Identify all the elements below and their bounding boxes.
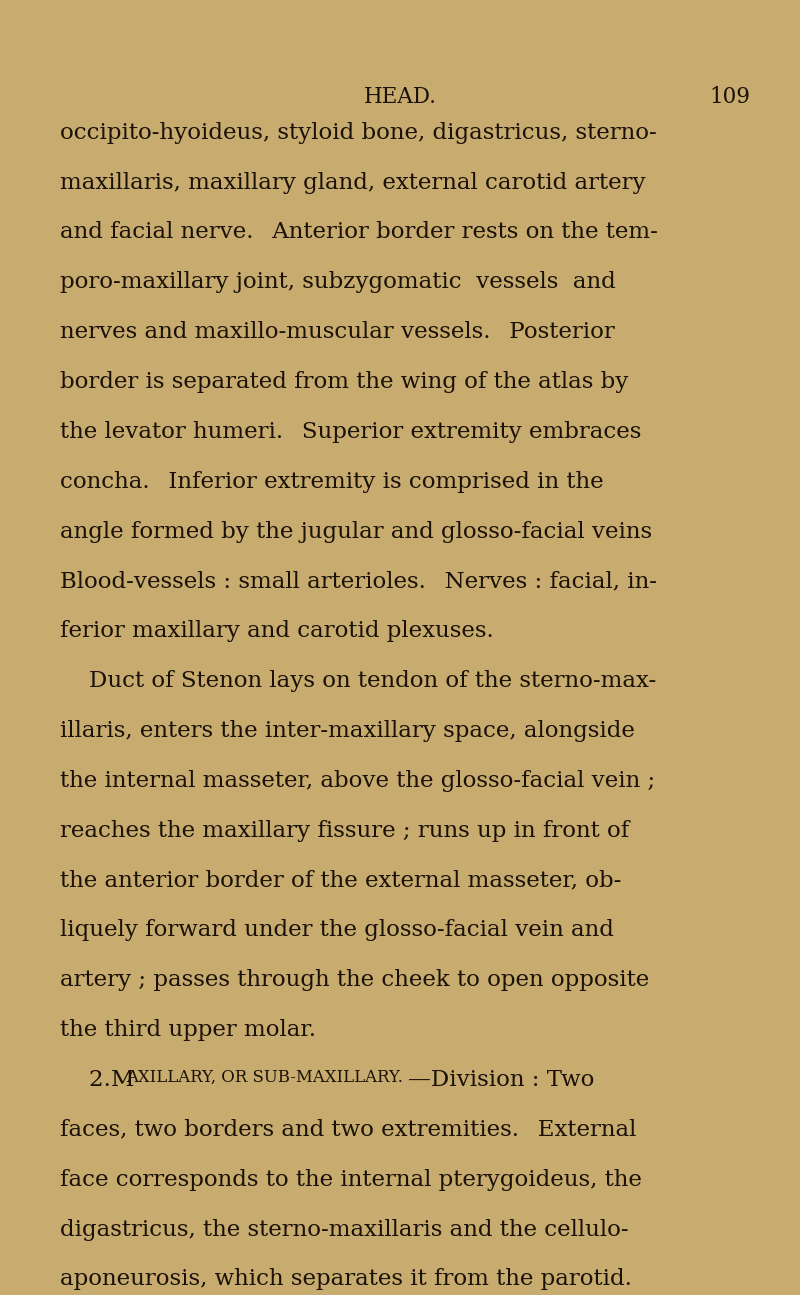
Text: the anterior border of the external masseter, ob-: the anterior border of the external mass… <box>60 869 622 891</box>
Text: and facial nerve.  Anterior border rests on the tem-: and facial nerve. Anterior border rests … <box>60 221 658 243</box>
Text: face corresponds to the internal pterygoideus, the: face corresponds to the internal pterygo… <box>60 1168 642 1190</box>
Text: illaris, enters the inter-maxillary space, alongside: illaris, enters the inter-maxillary spac… <box>60 720 635 742</box>
Text: angle formed by the jugular and glosso-facial veins: angle formed by the jugular and glosso-f… <box>60 521 652 543</box>
Text: ferior maxillary and carotid plexuses.: ferior maxillary and carotid plexuses. <box>60 620 494 642</box>
Text: AXILLARY, OR SUB-MAXILLARY.: AXILLARY, OR SUB-MAXILLARY. <box>126 1068 402 1087</box>
Text: liquely forward under the glosso-facial vein and: liquely forward under the glosso-facial … <box>60 919 614 941</box>
Text: border is separated from the wing of the atlas by: border is separated from the wing of the… <box>60 370 628 392</box>
Text: the levator humeri.  Superior extremity embraces: the levator humeri. Superior extremity e… <box>60 421 642 443</box>
Text: aponeurosis, which separates it from the parotid.: aponeurosis, which separates it from the… <box>60 1268 632 1290</box>
Text: reaches the maxillary fissure ; runs up in front of: reaches the maxillary fissure ; runs up … <box>60 820 630 842</box>
Text: HEAD.: HEAD. <box>363 85 437 107</box>
Text: artery ; passes through the cheek to open opposite: artery ; passes through the cheek to ope… <box>60 969 650 991</box>
Text: faces, two borders and two extremities.  External: faces, two borders and two extremities. … <box>60 1119 636 1141</box>
Text: the internal masseter, above the glosso-facial vein ;: the internal masseter, above the glosso-… <box>60 769 655 791</box>
Text: M: M <box>111 1068 134 1090</box>
Text: nerves and maxillo-muscular vessels.  Posterior: nerves and maxillo-muscular vessels. Pos… <box>60 321 614 343</box>
Text: concha.  Inferior extremity is comprised in the: concha. Inferior extremity is comprised … <box>60 470 604 492</box>
Text: occipito-hyoideus, styloid bone, digastricus, sterno-: occipito-hyoideus, styloid bone, digastr… <box>60 122 657 144</box>
Text: 109: 109 <box>710 85 750 107</box>
Text: —Division : Two: —Division : Two <box>408 1068 594 1090</box>
Text: Duct of Stenon lays on tendon of the sterno-max-: Duct of Stenon lays on tendon of the ste… <box>60 670 656 692</box>
Text: Blood-vessels : small arterioles.  Nerves : facial, in-: Blood-vessels : small arterioles. Nerves… <box>60 570 657 592</box>
Text: maxillaris, maxillary gland, external carotid artery: maxillaris, maxillary gland, external ca… <box>60 171 646 193</box>
Text: digastricus, the sterno-maxillaris and the cellulo-: digastricus, the sterno-maxillaris and t… <box>60 1219 629 1241</box>
Text: 2.: 2. <box>60 1068 122 1090</box>
Text: poro-maxillary joint, subzygomatic  vessels  and: poro-maxillary joint, subzygomatic vesse… <box>60 271 616 293</box>
Text: the third upper molar.: the third upper molar. <box>60 1019 316 1041</box>
